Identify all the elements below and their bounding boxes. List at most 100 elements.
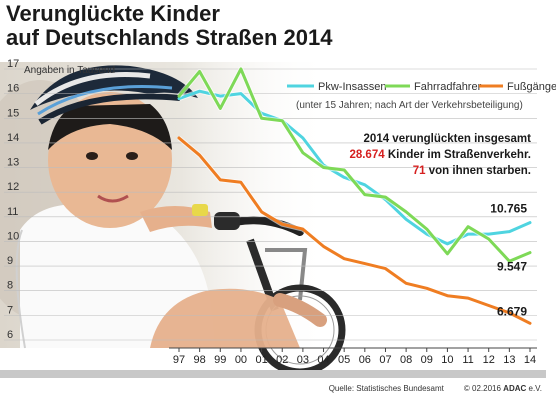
y-tick-label: 14 <box>7 132 19 144</box>
info-line-2: 28.674 Kinder im Straßenverkehr. <box>349 149 531 161</box>
y-tick-label: 11 <box>7 206 18 218</box>
x-tick-label: 05 <box>338 354 350 366</box>
data-point <box>508 311 511 315</box>
data-point <box>260 117 263 120</box>
x-tick-label: 11 <box>462 354 473 366</box>
data-point <box>239 181 243 184</box>
data-point <box>301 136 305 140</box>
info-total: 28.674 <box>349 149 385 161</box>
data-point <box>198 70 201 73</box>
y-tick-label: 13 <box>7 157 19 169</box>
data-point <box>177 136 181 140</box>
data-point <box>508 230 511 233</box>
data-point <box>322 245 325 248</box>
data-point <box>363 262 367 265</box>
footer-copyright: © 02.2016 <box>463 384 501 393</box>
info-line-1: 2014 verunglückten insgesamt <box>364 133 532 145</box>
data-point <box>301 151 305 154</box>
data-point <box>466 225 470 228</box>
data-point <box>446 294 449 297</box>
info-deaths: 71 <box>413 165 426 177</box>
data-point <box>301 227 305 231</box>
data-point <box>487 304 490 307</box>
series-layer <box>177 66 532 326</box>
x-tick-label: 03 <box>297 354 309 366</box>
y-tick-label: 8 <box>7 280 13 292</box>
end-label-2: 6.679 <box>497 304 527 318</box>
x-tick-label: 00 <box>235 354 247 366</box>
data-point <box>466 232 470 236</box>
footer-brand: ADAC <box>503 384 527 393</box>
data-point <box>384 195 387 199</box>
data-point <box>446 252 449 255</box>
data-point <box>177 94 181 98</box>
data-point <box>342 176 346 179</box>
chart-title: Verunglückte Kinder auf Deutschlands Str… <box>6 2 332 50</box>
info-line-3-rest: von ihnen starben. <box>426 165 531 177</box>
x-tick-label: 02 <box>276 354 288 366</box>
footer-brand-suffix: e.V. <box>526 384 543 393</box>
data-point <box>508 259 511 263</box>
x-tick-label: 09 <box>421 354 433 366</box>
x-tick-label: 08 <box>400 354 412 366</box>
y-tick-label: 7 <box>7 304 13 316</box>
legend-label-fuss: Fußgänger <box>507 81 556 93</box>
data-point <box>260 210 263 214</box>
y-tick-label: 12 <box>7 181 19 193</box>
legend-label-fahrrad: Fahrradfahrer <box>414 81 482 93</box>
y-tick-label: 15 <box>7 107 19 119</box>
data-point <box>219 94 222 98</box>
data-point <box>363 193 367 196</box>
x-tick-label: 12 <box>483 354 495 366</box>
x-tick-label: 97 <box>173 354 185 366</box>
y-axis: 6 7 8 9 10 11 12 13 14 15 16 17 <box>7 58 19 341</box>
x-tick-label: 10 <box>441 354 453 366</box>
data-point <box>322 166 325 169</box>
footer-source: Quelle: Statistisches Bundesamt <box>328 384 444 393</box>
data-point <box>528 221 532 224</box>
y-tick-label: 10 <box>7 230 19 242</box>
legend-label-pkw: Pkw-Insassen <box>318 81 386 93</box>
x-tick-label: 06 <box>359 354 371 366</box>
background-photo <box>0 62 346 376</box>
x-tick-label: 07 <box>379 354 391 366</box>
data-point <box>239 67 243 71</box>
x-tick-label: 14 <box>524 354 536 366</box>
info-line-3: 71 von ihnen starben. <box>413 165 531 177</box>
data-point <box>487 237 490 241</box>
end-label-0: 10.765 <box>490 202 527 216</box>
data-point <box>404 218 408 221</box>
y-tick-label: 16 <box>7 83 19 95</box>
x-tick-label: 98 <box>194 354 206 366</box>
end-labels: 10.765 9.547 6.679 <box>490 202 527 319</box>
y-tick-label: 6 <box>7 329 13 341</box>
x-tick-label: 01 <box>255 354 267 366</box>
data-point <box>404 282 408 285</box>
data-point <box>404 210 408 214</box>
data-point <box>281 119 284 122</box>
x-axis: 97 98 99 00 01 02 03 04 05 06 07 08 09 10 11 12 13 14 <box>173 348 536 366</box>
data-point <box>487 232 490 236</box>
series-line-1 <box>177 67 532 263</box>
data-point <box>384 267 387 270</box>
x-tick-label: 04 <box>317 354 329 366</box>
legend-note: (unter 15 Jahren; nach Art der Verkehrsb… <box>296 100 523 111</box>
data-point <box>528 322 532 325</box>
data-point <box>177 97 181 100</box>
data-point <box>219 107 222 110</box>
footer: Quelle: Statistisches Bundesamt © 02.201… <box>329 384 542 393</box>
info-box: 2014 verunglückten insgesamt 28.674 Kind… <box>349 133 531 177</box>
title-line-2: auf Deutschlands Straßen 2014 <box>6 25 333 50</box>
x-tick-label: 13 <box>503 354 515 366</box>
data-point <box>239 92 243 95</box>
data-point <box>446 242 449 246</box>
y-tick-label: 9 <box>7 255 13 267</box>
data-point <box>466 296 470 300</box>
data-point <box>425 287 428 290</box>
data-point <box>219 178 222 182</box>
data-point <box>198 154 201 157</box>
data-point <box>528 251 532 254</box>
data-point <box>342 168 346 172</box>
legend: Pkw-Insassen Fahrradfahrer Fußgänger (un… <box>287 81 556 111</box>
